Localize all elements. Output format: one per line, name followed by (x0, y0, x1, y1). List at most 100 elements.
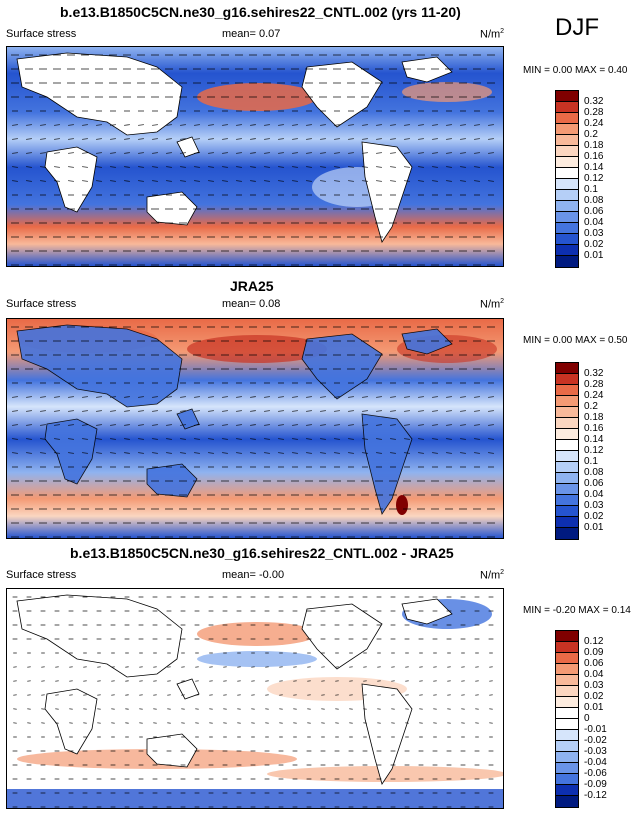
wind-vector-arrow (390, 124, 396, 126)
wind-vector-arrow (208, 424, 214, 426)
wind-vector-arrow (180, 452, 186, 454)
wind-vector-arrow (362, 138, 368, 140)
panel-3-colorbar-tick: -0.04 (584, 757, 607, 768)
wind-vector-arrow (68, 152, 74, 154)
panel-1-colorbar-tick: 0.18 (584, 140, 604, 151)
wind-vector-arrow (236, 410, 242, 412)
panel-1-colorbar-tick: 0.02 (584, 239, 604, 250)
panel-3-colorbar-box (556, 774, 578, 785)
panel-3-colorbar (555, 630, 579, 808)
panel-2-colorbar-box (556, 528, 578, 539)
panel-2-colorbar-tick: 0.14 (584, 434, 604, 445)
panel-2-colorbar-tick: 0.2 (584, 401, 598, 412)
panel-1-colorbar-box (556, 256, 578, 267)
wind-vector-arrow (306, 424, 312, 426)
panel-3-variable-label: Surface stress (6, 569, 77, 581)
panel-1-mean-label: mean= 0.07 (222, 28, 281, 40)
wind-vector-arrow (418, 424, 424, 426)
wind-vector-arrow (362, 438, 368, 440)
wind-vector-arrow (390, 396, 396, 398)
wind-vector-arrow (12, 138, 18, 140)
wind-vector-arrow (12, 452, 18, 454)
wind-vector-arrow (292, 138, 298, 140)
wind-vector-arrow (166, 424, 172, 426)
wind-vector-arrow (110, 166, 116, 168)
wind-vector-arrow (348, 138, 354, 140)
wind-vector-arrow (40, 138, 46, 140)
wind-vector-arrow (110, 410, 116, 412)
wind-vector-arrow (68, 138, 74, 140)
wind-vector-arrow (432, 180, 438, 182)
wind-vector-arrow (362, 452, 368, 454)
wind-vector-arrow (348, 166, 354, 168)
wind-vector-arrow (418, 124, 424, 126)
wind-vector-arrow (334, 438, 340, 440)
wind-vector-arrow (348, 410, 354, 412)
wind-vector-arrow (208, 396, 214, 398)
wind-vector-arrow (26, 166, 32, 168)
wind-vector-arrow (82, 438, 88, 440)
panel-1-colorbar-tick: 0.08 (584, 195, 604, 206)
wind-vector-arrow (432, 166, 438, 168)
wind-vector-arrow (96, 152, 102, 154)
panel-1-units: N/m2 (480, 28, 505, 41)
panel-2-colorbar-tick: 0.28 (584, 379, 604, 390)
wind-vector-arrow (348, 396, 354, 398)
wind-vector-arrow (180, 424, 186, 426)
wind-vector-arrow (334, 452, 340, 454)
wind-vector-arrow (292, 424, 298, 426)
panel-3-colorbar-box (556, 697, 578, 708)
wind-vector-arrow (418, 180, 424, 182)
wind-vector-arrow (82, 124, 88, 126)
wind-vector-arrow (40, 438, 46, 440)
wind-vector-arrow (334, 138, 340, 140)
wind-vector-arrow (404, 166, 410, 168)
wind-vector-arrow (390, 166, 396, 168)
wind-vector-arrow (180, 396, 186, 398)
wind-vector-arrow (264, 138, 270, 140)
wind-vector-arrow (418, 452, 424, 454)
wind-vector-arrow (250, 438, 256, 440)
panel-3-colorbar-tick: 0.04 (584, 669, 604, 680)
panel-2-units: N/m2 (480, 298, 505, 311)
vector-field (11, 54, 495, 266)
wind-vector-arrow (82, 138, 88, 140)
wind-vector-arrow (390, 410, 396, 412)
wind-vector-arrow (166, 124, 172, 126)
panel-3-colorbar-box (556, 664, 578, 675)
panel-3-colorbar-box (556, 708, 578, 719)
wind-vector-arrow (278, 166, 284, 168)
wind-vector-arrow (124, 438, 130, 440)
wind-vector-arrow (278, 438, 284, 440)
wind-vector-arrow (292, 410, 298, 412)
wind-vector-arrow (404, 424, 410, 426)
panel-3-colorbar-box (556, 675, 578, 686)
wind-vector-arrow (250, 180, 256, 182)
wind-vector-arrow (362, 424, 368, 426)
wind-vector-arrow (166, 452, 172, 454)
wind-vector-arrow (124, 152, 130, 154)
panel-1-colorbar-box (556, 179, 578, 190)
wind-vector-arrow (236, 180, 242, 182)
panel-1-colorbar-tick: 0.1 (584, 184, 598, 195)
wind-vector-arrow (68, 410, 74, 412)
panel-2-colorbar-box (556, 473, 578, 484)
wind-vector-arrow (460, 124, 466, 126)
wind-vector-arrow (236, 152, 242, 154)
wind-vector-arrow (54, 166, 60, 168)
wind-vector-arrow (166, 396, 172, 398)
wind-vector-arrow (292, 180, 298, 182)
wind-vector-arrow (222, 424, 228, 426)
wind-vector-arrow (446, 166, 452, 168)
wind-vector-arrow (194, 124, 200, 126)
wind-vector-arrow (334, 124, 340, 126)
vector-field (11, 326, 495, 538)
panel-2-colorbar-box (556, 484, 578, 495)
wind-vector-arrow (96, 180, 102, 182)
panel-2-colorbar-tick: 0.16 (584, 423, 604, 434)
wind-vector-arrow (362, 152, 368, 154)
panel-1-map (6, 46, 504, 267)
wind-vector-arrow (404, 180, 410, 182)
wind-vector-arrow (488, 180, 494, 182)
panel-2-colorbar-box (556, 396, 578, 407)
